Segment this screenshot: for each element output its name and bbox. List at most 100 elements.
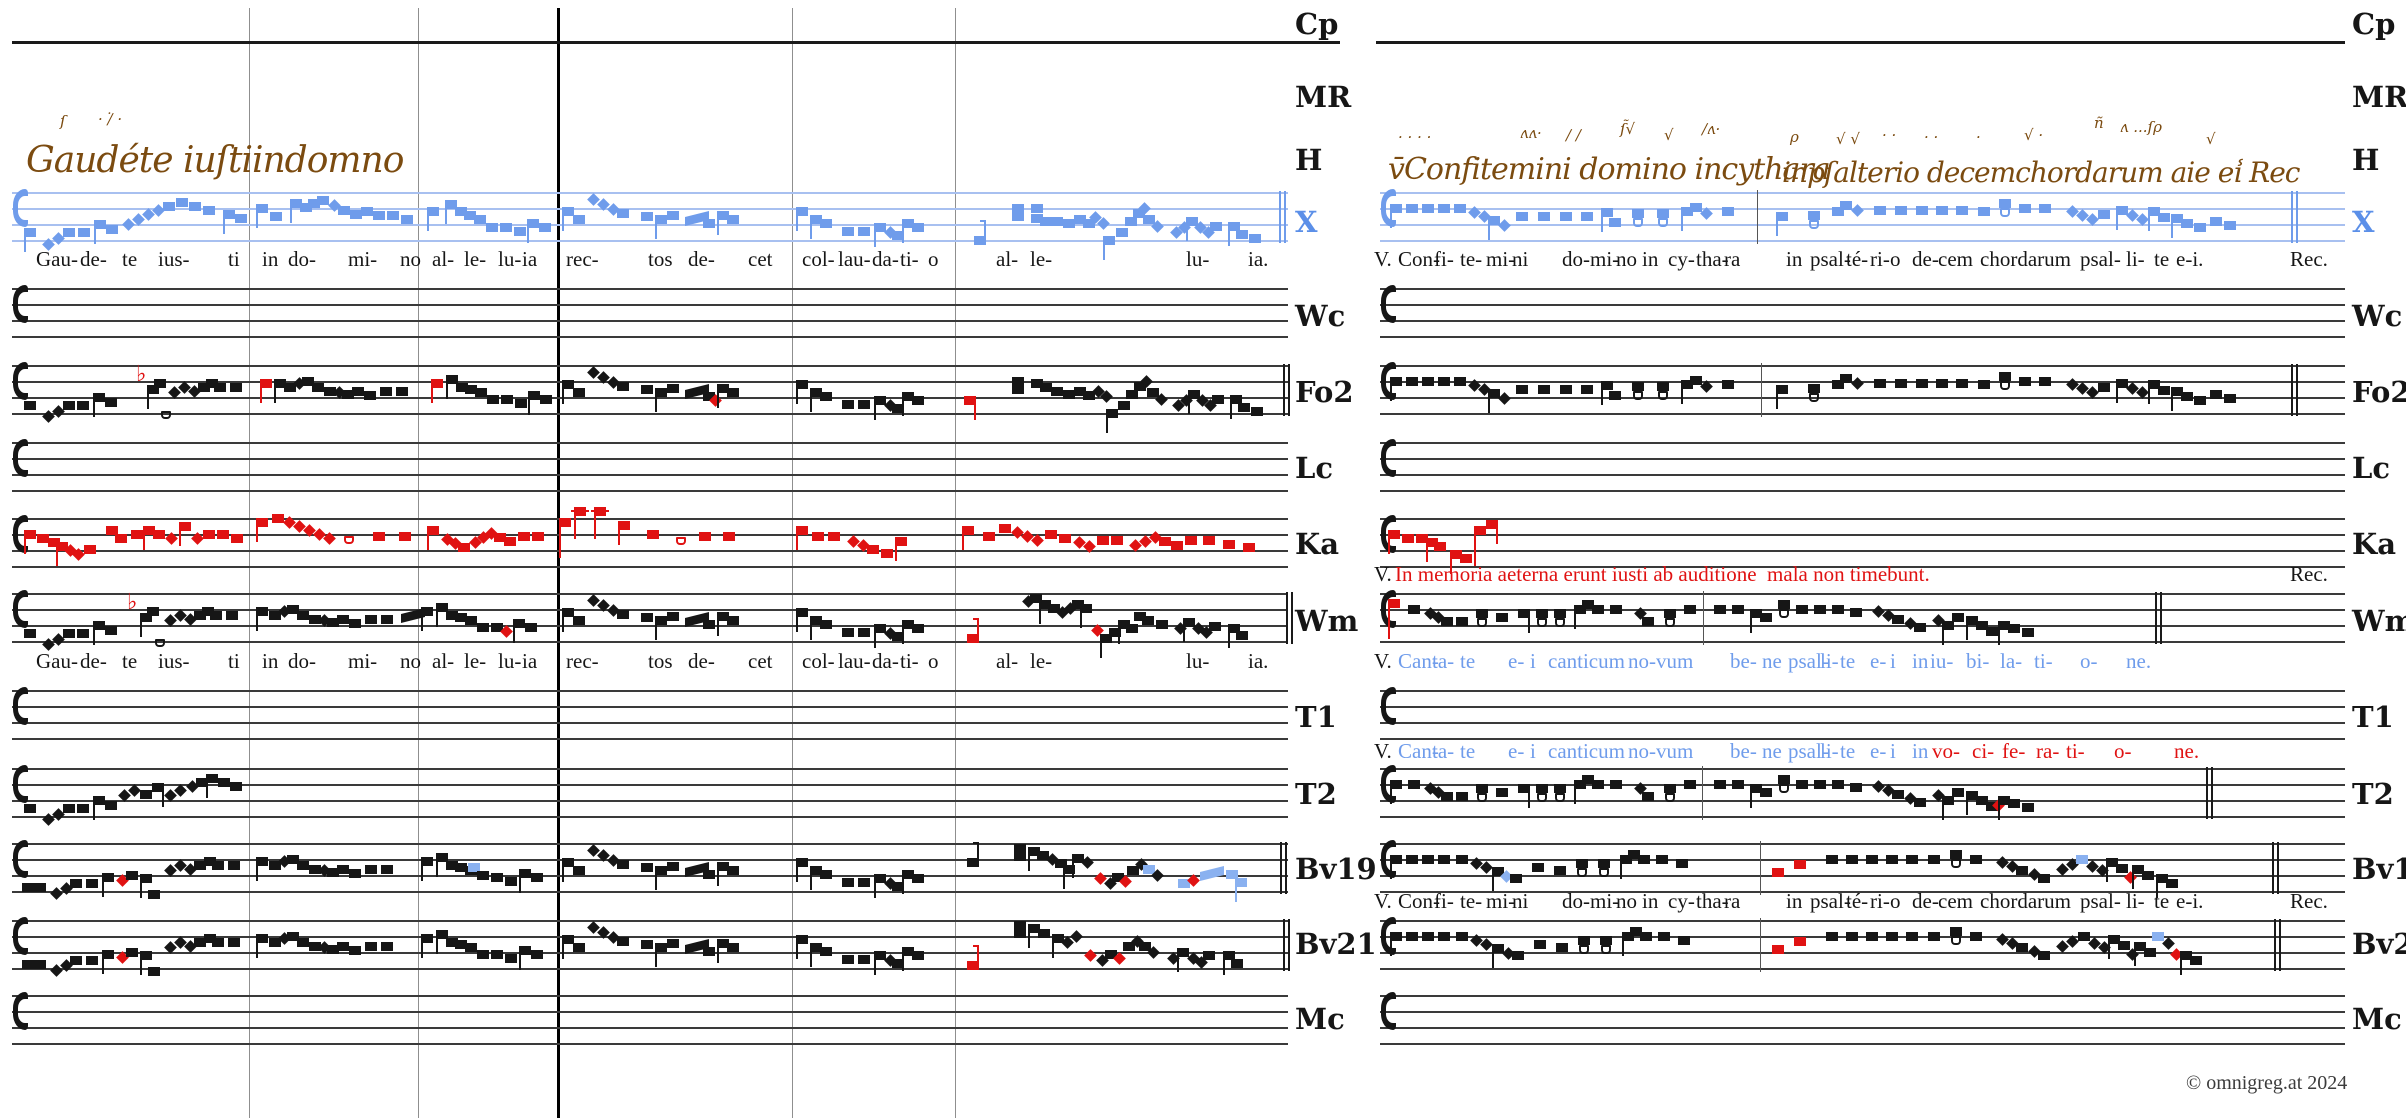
staff-line: [12, 224, 1288, 226]
neume-hollow: [1555, 793, 1565, 802]
neume-stem: [2156, 880, 2158, 899]
neume-square: [1143, 215, 1155, 225]
lyric-syllable: in: [1912, 739, 1929, 763]
lyric-syllable: o-: [2114, 739, 2132, 763]
lyric-syllable: psal-: [1810, 247, 1851, 271]
staff-line: [12, 397, 1288, 399]
neume-square: [1676, 859, 1688, 868]
lyric-syllable: mi-: [1590, 247, 1620, 271]
neume-square: [203, 205, 215, 215]
lyric-syllable: lau-: [838, 649, 871, 673]
neume-square: [1750, 784, 1762, 793]
lyric-syllable: in: [1786, 889, 1803, 913]
neume-square: [1760, 788, 1772, 797]
neume-square: [1796, 605, 1808, 614]
neume-square: [892, 231, 904, 241]
lyric-syllable: al-: [996, 649, 1019, 673]
neume-square: [562, 380, 574, 390]
staff-line: [12, 192, 1288, 194]
siglum-label-Bv21: Bv21: [1295, 927, 1377, 961]
lyric-syllable: ri-: [1870, 889, 1890, 913]
top-system-line: [12, 41, 1340, 44]
neume-square: [269, 937, 281, 947]
neume-stem: [1186, 222, 1188, 241]
neume-hollow: [1477, 793, 1487, 802]
neume-square: [2158, 212, 2170, 222]
neume-square: [2210, 216, 2222, 226]
staff-line: [1380, 240, 2345, 242]
neume-stem: [162, 789, 164, 808]
neume-square: [1186, 216, 1198, 226]
neume-square: [1690, 203, 1702, 213]
neume-square: [126, 948, 138, 957]
neume-square: [1632, 208, 1644, 218]
neume-stem: [1228, 227, 1230, 246]
lyric-syllable: psal-: [1788, 649, 1829, 673]
neume-square: [2008, 624, 2020, 634]
neume-stem: [1601, 387, 1603, 405]
neume-stem: [223, 216, 225, 235]
neume-square: [1059, 534, 1071, 543]
neume-square: [1986, 626, 1998, 636]
neume-square: [655, 866, 667, 876]
neume-square: [519, 945, 531, 955]
neume-stem: [93, 802, 95, 820]
neume-stem: [2116, 211, 2118, 230]
neume-square: [1040, 383, 1052, 393]
neume-square: [78, 228, 90, 237]
neume-square: [1999, 199, 2011, 209]
neume-square: [148, 967, 160, 977]
neume-square: [131, 530, 143, 539]
lyric-syllable: bi-: [1966, 649, 1990, 673]
neume-square: [1678, 936, 1690, 945]
neume-square: [1014, 843, 1026, 853]
lyric-syllable: te-: [1460, 247, 1483, 271]
neume-square: [1956, 378, 1968, 388]
lyric-syllable: e-: [1508, 739, 1525, 763]
c-clef-icon: [13, 362, 28, 400]
neume-stem: [1492, 873, 1494, 891]
neume-square: [352, 386, 364, 396]
neume-square: [1236, 229, 1248, 239]
neume-stem: [431, 384, 433, 403]
staff-line: [12, 706, 1288, 708]
lyric-syllable: le-: [464, 247, 487, 271]
neume-stem: [655, 622, 657, 641]
neume-square: [269, 610, 281, 620]
neume-square: [1051, 387, 1063, 397]
c-clef-icon: [13, 840, 28, 878]
lyric-syllable: ne.: [2174, 739, 2200, 763]
neume-square: [867, 545, 879, 555]
neume-square: [297, 860, 309, 870]
neume-square: [1518, 609, 1530, 618]
c-clef-icon: [1381, 439, 1396, 477]
staff-line: [12, 240, 1288, 242]
siglum-label-X: X: [2352, 205, 2375, 239]
neume-square: [1826, 932, 1838, 941]
neume-square: [1014, 928, 1026, 938]
staff-line: [12, 722, 1288, 724]
lyric-syllable: da-: [872, 649, 899, 673]
neume-square: [1516, 212, 1528, 221]
neume-square: [717, 384, 729, 394]
neume-square: [1966, 791, 1978, 801]
staff-line: [12, 816, 1288, 818]
neume-square: [2224, 393, 2236, 403]
lyric-syllable: do-: [288, 649, 316, 673]
mid-barline: [1757, 190, 1758, 244]
neume-square: [1074, 215, 1086, 225]
neume-square: [1866, 855, 1878, 864]
neume-square: [2019, 204, 2031, 213]
neume-square: [381, 941, 393, 951]
neume-square: [1438, 855, 1450, 864]
neume-stem: [618, 527, 620, 546]
lyric-syllable: o-: [2080, 649, 2098, 673]
neume-square: [1106, 409, 1118, 418]
neume-square: [1100, 633, 1112, 643]
neume-square: [1390, 932, 1402, 941]
neume-square: [1956, 205, 1968, 215]
lyric-syllable: V.: [1374, 649, 1392, 673]
neume-square: [1212, 394, 1224, 404]
neume-square: [912, 396, 924, 406]
neume-stem: [2148, 213, 2150, 232]
